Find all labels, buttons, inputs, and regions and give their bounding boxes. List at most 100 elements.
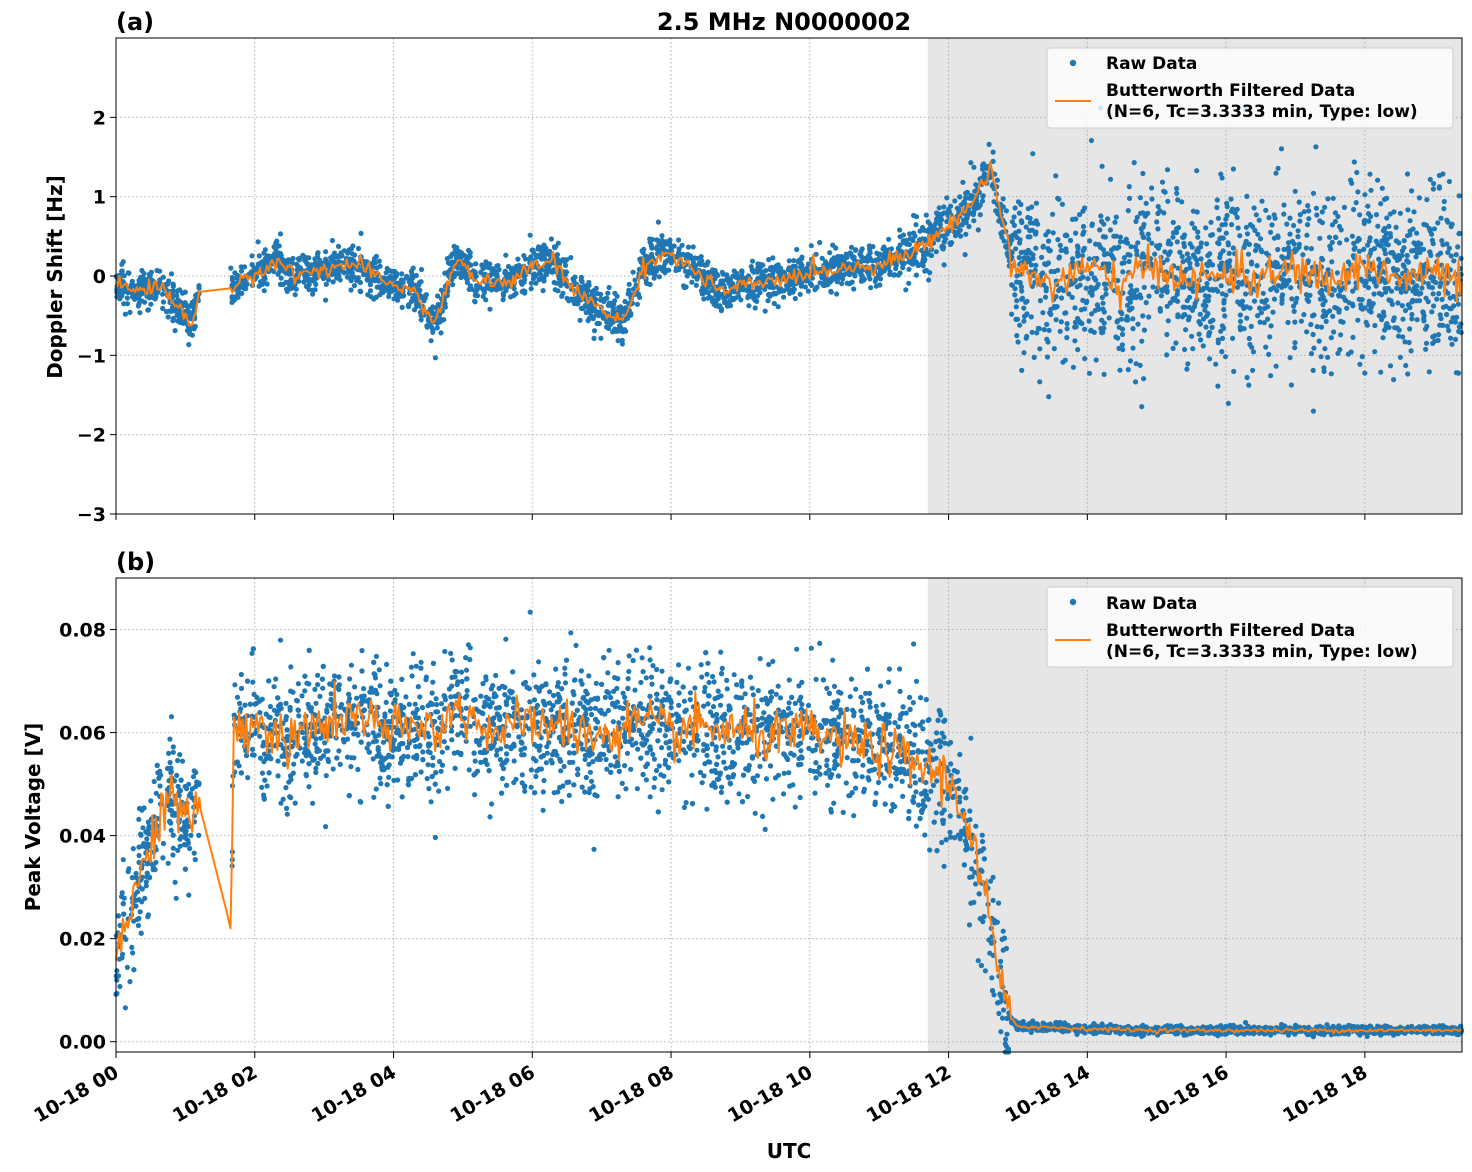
raw-data-point (620, 715, 626, 721)
raw-data-point (886, 236, 892, 242)
raw-data-point (1332, 287, 1338, 293)
raw-data-point (1222, 313, 1228, 319)
raw-data-point (1046, 327, 1052, 333)
raw-data-point (160, 299, 167, 305)
raw-data-point (1125, 367, 1131, 373)
raw-data-point (868, 285, 874, 291)
raw-data-point (135, 303, 141, 309)
raw-data-point (1328, 335, 1334, 341)
raw-data-point (558, 282, 564, 288)
raw-data-point (1329, 222, 1336, 228)
raw-data-point (487, 306, 493, 312)
raw-data-point (284, 288, 290, 294)
raw-data-point (637, 294, 643, 300)
raw-data-point (1219, 335, 1226, 341)
raw-data-point (1228, 196, 1234, 202)
raw-data-point (1318, 354, 1324, 360)
raw-data-point (975, 227, 981, 233)
raw-data-point (946, 206, 952, 212)
raw-data-point (1075, 347, 1081, 353)
raw-data-point (1259, 198, 1265, 204)
raw-data-point (1308, 321, 1314, 328)
raw-data-point (1103, 291, 1109, 297)
raw-data-point (1204, 261, 1210, 267)
raw-data-point (511, 292, 517, 299)
raw-data-point (367, 282, 373, 288)
raw-data-point (1237, 324, 1243, 330)
raw-data-point (1269, 222, 1275, 228)
raw-data-point (121, 273, 127, 279)
raw-data-point (1247, 305, 1253, 311)
raw-data-point (1322, 204, 1328, 210)
raw-data-point (1112, 219, 1118, 225)
raw-data-point (1394, 285, 1400, 291)
raw-data-point (355, 277, 361, 283)
raw-data-point (1070, 364, 1076, 370)
raw-data-point (1015, 339, 1021, 345)
panel-a-label: (a) (116, 8, 154, 36)
raw-data-point (1391, 209, 1397, 215)
raw-data-point (1383, 237, 1390, 243)
raw-data-point (685, 244, 692, 250)
raw-data-point (1080, 223, 1087, 230)
raw-data-point (591, 328, 598, 334)
raw-data-point (1237, 233, 1243, 239)
raw-data-point (1089, 222, 1095, 228)
raw-data-point (1040, 243, 1046, 249)
raw-data-point (1300, 252, 1306, 258)
raw-data-point (1261, 305, 1268, 311)
raw-data-point (578, 274, 585, 280)
raw-data-point (581, 284, 587, 290)
raw-data-point (1309, 313, 1316, 319)
raw-data-point (1133, 218, 1139, 224)
raw-data-point (933, 220, 939, 226)
raw-data-point (341, 270, 347, 276)
raw-data-point (1379, 292, 1385, 298)
raw-data-point (124, 301, 130, 307)
raw-data-point (1120, 269, 1126, 275)
raw-data-point (1335, 350, 1341, 356)
raw-data-point (1082, 356, 1088, 362)
raw-data-point (1177, 249, 1183, 255)
raw-data-point (1311, 345, 1317, 351)
raw-data-point (320, 275, 327, 282)
raw-data-point (622, 298, 628, 305)
raw-data-point (1305, 203, 1311, 209)
raw-data-point (536, 277, 542, 283)
raw-data-point (1094, 302, 1100, 308)
raw-data-point (693, 263, 699, 269)
raw-data-point (364, 277, 370, 283)
raw-data-point (536, 252, 542, 258)
raw-data-point (851, 286, 857, 292)
raw-data-point (1409, 188, 1415, 194)
raw-data-point (648, 244, 655, 250)
raw-data-point (1285, 240, 1292, 246)
raw-data-point (1356, 296, 1362, 302)
raw-data-point (1100, 329, 1106, 335)
raw-data-point (763, 267, 769, 274)
raw-data-point (1248, 261, 1255, 267)
raw-data-point (1310, 408, 1316, 414)
raw-data-point (577, 317, 583, 323)
raw-data-point (1029, 329, 1035, 335)
raw-data-point (1139, 254, 1145, 260)
raw-data-point (1268, 323, 1274, 329)
raw-data-point (483, 264, 489, 270)
raw-data-point (957, 227, 963, 233)
raw-data-point (373, 294, 379, 300)
raw-data-point (1080, 231, 1086, 237)
raw-data-point (190, 303, 197, 309)
raw-data-point (1429, 231, 1435, 237)
raw-data-point (429, 306, 435, 312)
raw-data-point (1267, 334, 1273, 340)
raw-data-point (1348, 177, 1354, 183)
raw-data-point (1134, 252, 1140, 258)
raw-data-point (1078, 307, 1084, 313)
raw-data-point (1273, 363, 1279, 369)
raw-data-point (1019, 288, 1025, 294)
raw-data-point (1303, 245, 1309, 251)
raw-data-point (1018, 249, 1024, 256)
raw-data-point (1187, 294, 1193, 300)
raw-data-point (799, 255, 805, 262)
raw-data-point (1273, 264, 1279, 270)
